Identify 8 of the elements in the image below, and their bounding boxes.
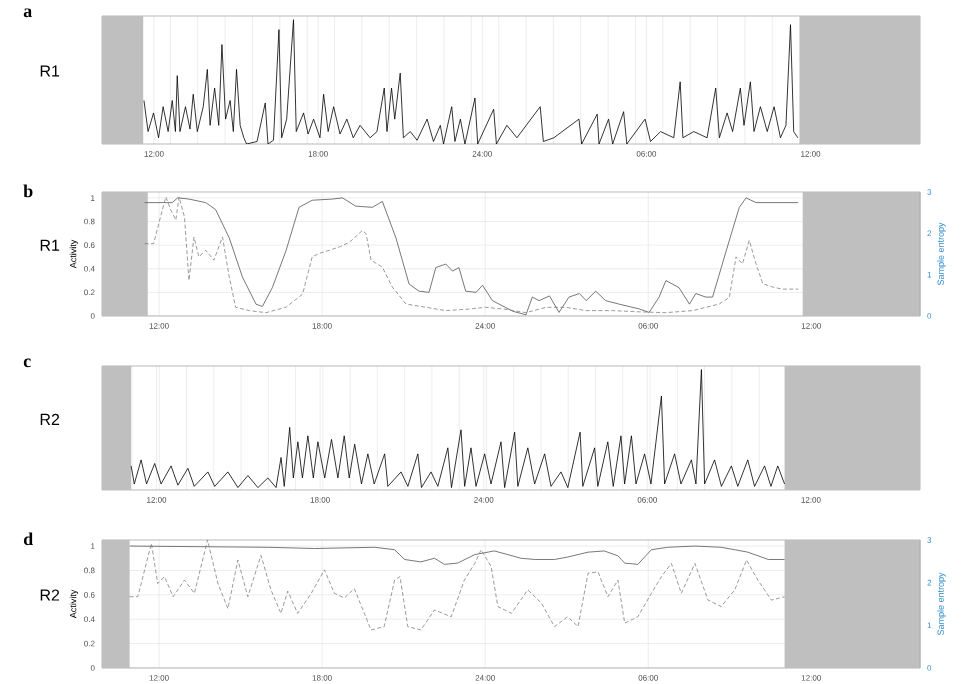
chart-title: d [23,532,34,546]
text: R2 [40,413,60,425]
chart-title: a [23,8,32,18]
chart-title: b [23,184,33,198]
text: R1 [40,239,60,251]
text: R1 [40,65,60,77]
chart-title: c [23,358,31,368]
text: R2 [40,589,60,601]
